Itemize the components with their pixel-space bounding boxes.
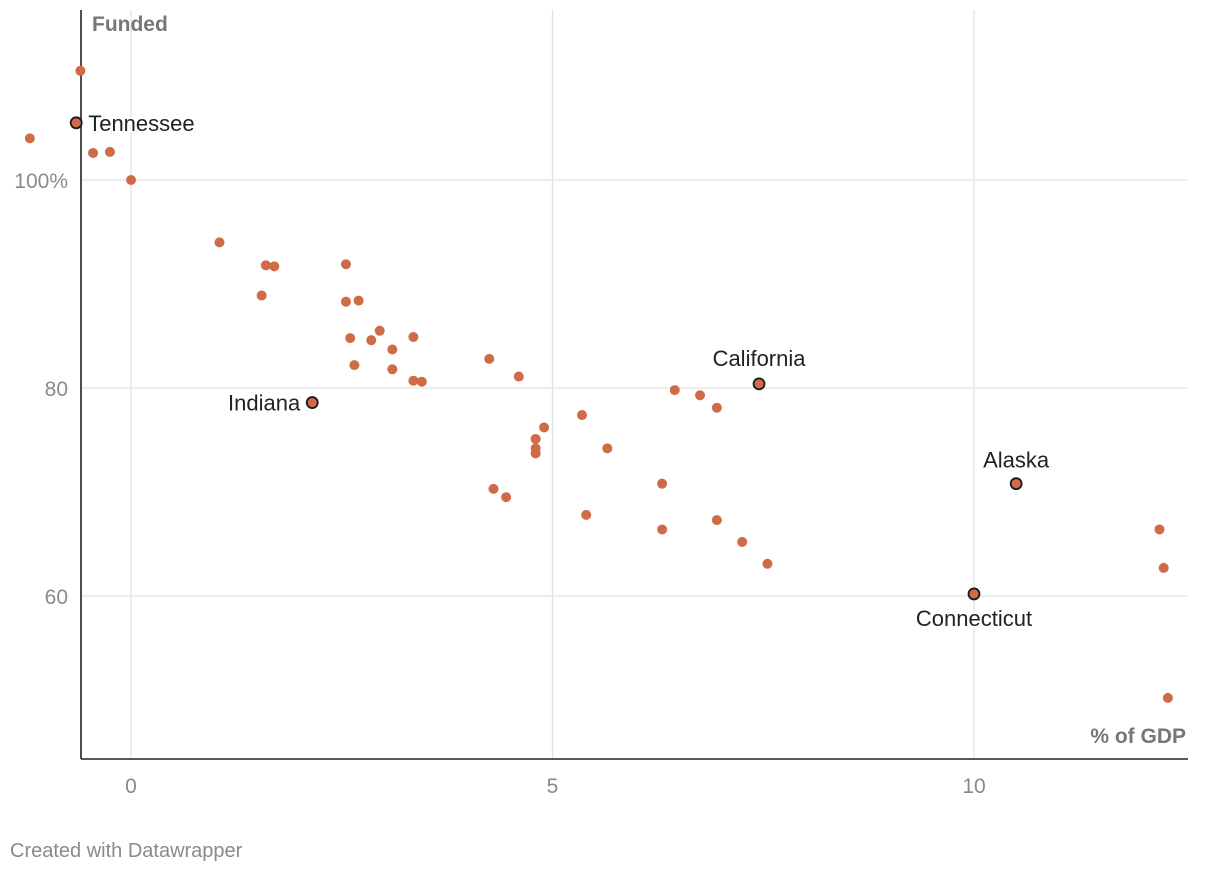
scatter-point [387, 344, 398, 355]
scatter-point [1162, 692, 1173, 703]
scatter-point [711, 515, 722, 526]
scatter-point [1154, 524, 1165, 535]
point-label: Connecticut [916, 606, 1032, 631]
scatter-point [711, 402, 722, 413]
scatter-point [269, 261, 280, 272]
scatter-point [408, 375, 419, 386]
highlighted-points: TennesseeTennesseeCaliforniaCaliforniaIn… [69, 108, 1052, 633]
footer-credit: Created with Datawrapper [10, 840, 243, 862]
point-label: California [713, 346, 807, 371]
scatter-point [408, 332, 419, 343]
scatter-point [104, 146, 115, 157]
point-label-halo: Connecticut [916, 606, 1032, 631]
scatter-point [374, 325, 385, 336]
scatter-point [762, 558, 773, 569]
scatter-point [577, 410, 588, 421]
x-tick-label: 5 [547, 775, 559, 798]
point-label-halo: Alaska [983, 448, 1050, 473]
scatter-point [581, 509, 592, 520]
x-tick-label: 0 [125, 775, 137, 798]
scatter-point [353, 295, 364, 306]
axes [80, 10, 1188, 760]
scatter-point [416, 376, 427, 387]
scatter-point [24, 133, 35, 144]
scatter-point [345, 333, 356, 344]
x-tick-label: 10 [962, 775, 985, 798]
highlighted-point [752, 377, 766, 391]
scatter-point [256, 290, 267, 301]
scatter-point [530, 433, 541, 444]
scatter-point [366, 335, 377, 346]
scatter-point [657, 478, 668, 489]
scatter-point [484, 353, 495, 364]
scatter-point [349, 360, 360, 371]
scatter-point [530, 448, 541, 459]
scatter-point [260, 260, 271, 271]
scatter-point [75, 65, 86, 76]
scatter-point [387, 364, 398, 375]
scatter-point [214, 237, 225, 248]
scatter-point [513, 371, 524, 382]
scatter-point [501, 492, 512, 503]
scatter-point [602, 443, 613, 454]
scatter-point [88, 147, 99, 158]
scatter-point [737, 536, 748, 547]
scatter-point [340, 296, 351, 307]
scatter-point [657, 524, 668, 535]
y-tick-label: 80 [45, 378, 68, 401]
y-tick-label: 60 [45, 586, 68, 609]
scatter-point [539, 422, 550, 433]
highlighted-point [69, 116, 83, 130]
scatter-point [1158, 562, 1169, 573]
point-label-halo: Tennessee [88, 111, 194, 136]
scatter-point [669, 385, 680, 396]
scatter-point [695, 390, 706, 401]
scatter-point [488, 483, 499, 494]
highlighted-point [1009, 477, 1023, 491]
scatter-point [340, 259, 351, 270]
x-axis-title: % of GDP [1090, 725, 1186, 748]
data-points [24, 65, 1173, 703]
y-axis-title: Funded [92, 13, 168, 36]
y-tick-label: 100% [14, 170, 68, 193]
grid-lines [81, 10, 1188, 759]
highlighted-point [967, 587, 981, 601]
point-label: Indiana [228, 391, 301, 416]
highlighted-point [305, 396, 319, 409]
point-label: Tennessee [88, 111, 194, 136]
point-label: Alaska [983, 448, 1050, 473]
point-label-halo: California [713, 346, 807, 371]
point-label-halo: Indiana [228, 391, 301, 416]
scatter-point [126, 175, 136, 185]
